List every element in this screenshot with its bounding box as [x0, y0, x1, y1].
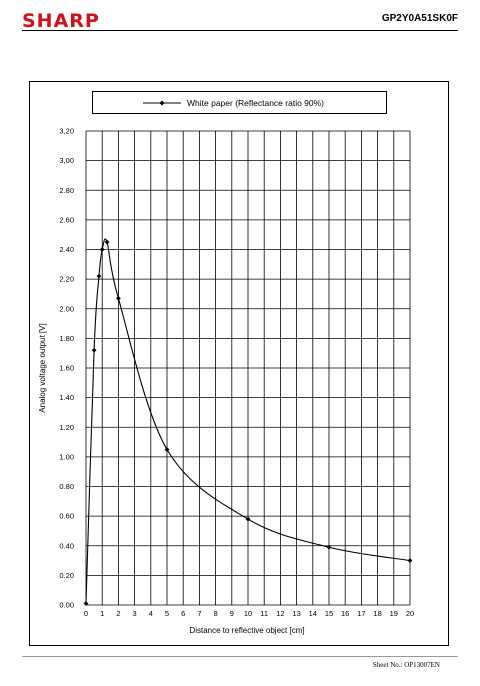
x-tick-label: 19 [390, 609, 398, 618]
y-tick-label: 1.20 [59, 423, 74, 432]
y-tick-label: 3,00 [59, 156, 74, 165]
x-tick-label: 4 [149, 609, 153, 618]
y-tick-label: 0.80 [59, 482, 74, 491]
y-tick-label: 1.00 [59, 452, 74, 461]
y-axis-label: Analog voltage output [V] [38, 323, 47, 412]
x-tick-label: 6 [181, 609, 185, 618]
data-point-marker [245, 516, 251, 522]
data-point-marker [116, 295, 121, 301]
x-tick-label: 2 [116, 609, 120, 618]
x-tick-label: 10 [244, 609, 252, 618]
x-tick-label: 11 [260, 609, 268, 618]
x-tick-label: 15 [325, 609, 333, 618]
x-tick-label: 9 [230, 609, 234, 618]
data-point-marker [407, 558, 413, 563]
x-tick-label: 7 [197, 609, 201, 618]
x-tick-label: 1 [100, 609, 104, 618]
header-rule [22, 30, 458, 31]
data-point-marker [91, 347, 97, 353]
sharp-logo: SHARP [22, 10, 100, 32]
data-point-marker [83, 601, 89, 606]
x-tick-label: 3 [133, 609, 137, 618]
x-tick-label: 14 [309, 609, 317, 618]
x-tick-label: 0 [84, 609, 88, 618]
data-point-marker [96, 273, 102, 279]
data-point-marker [99, 247, 105, 252]
data-point-marker [326, 544, 332, 550]
x-axis-label: Distance to reflective object [cm] [189, 626, 304, 635]
y-tick-label: 1.40 [59, 393, 74, 402]
y-tick-label: 2.80 [59, 186, 74, 195]
x-tick-label: 12 [276, 609, 284, 618]
x-tick-label: 16 [341, 609, 349, 618]
part-number: GP2Y0A51SK0F [381, 13, 458, 24]
y-tick-label: 1.80 [59, 334, 74, 343]
x-tick-label: 8 [214, 609, 218, 618]
y-tick-label: 2.00 [59, 304, 74, 313]
footer-rule [22, 656, 458, 657]
data-point-marker [164, 447, 170, 452]
x-tick-label: 13 [292, 609, 300, 618]
y-tick-label: 0.20 [59, 571, 74, 580]
y-tick-label: 1.60 [59, 364, 74, 373]
y-tick-label: 0.40 [59, 541, 74, 550]
sheet-number: Sheet No.: OP13007EN [372, 661, 440, 669]
data-point-marker [104, 239, 110, 245]
x-tick-label: 20 [406, 609, 414, 618]
x-tick-label: 5 [165, 609, 169, 618]
y-tick-label: 0.00 [59, 601, 74, 610]
x-tick-label: 18 [373, 609, 381, 618]
y-tick-label: 2.60 [59, 215, 74, 224]
y-tick-label: 2.40 [59, 245, 74, 254]
x-tick-label: 17 [357, 609, 365, 618]
legend-line-sample [143, 100, 181, 105]
y-tick-label: 0.60 [59, 512, 74, 521]
legend-label: White paper (Reflectance ratio 90%) [187, 97, 325, 108]
y-tick-label: 2.20 [59, 275, 74, 284]
legend: White paper (Reflectance ratio 90%) [92, 91, 387, 114]
chart-frame [29, 81, 449, 646]
y-tick-label: 3,20 [59, 127, 74, 136]
